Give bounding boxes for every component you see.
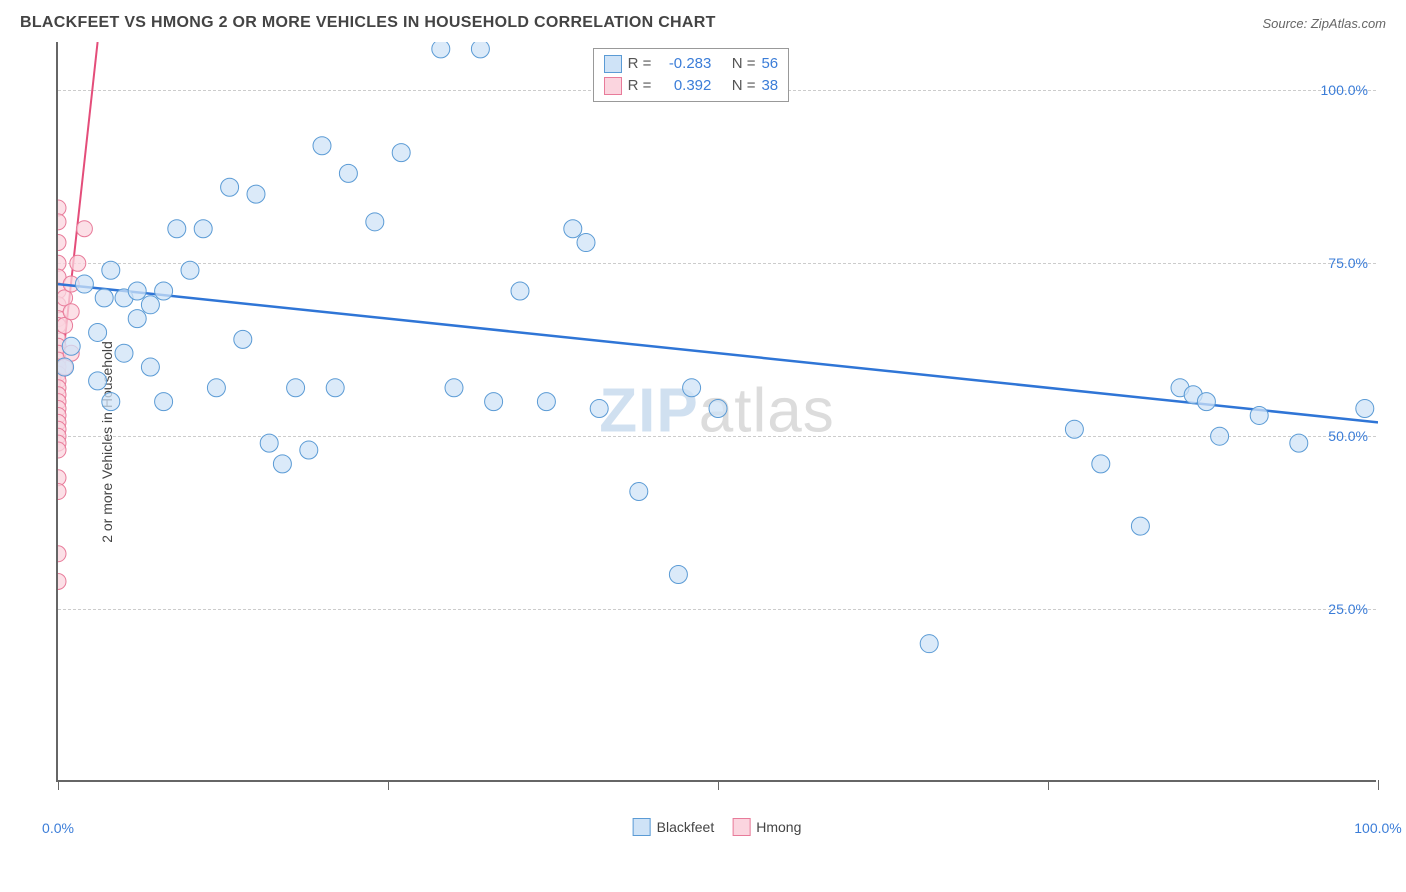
data-point bbox=[630, 483, 648, 501]
data-point bbox=[471, 42, 489, 58]
data-point bbox=[58, 235, 66, 251]
data-point bbox=[326, 379, 344, 397]
data-point bbox=[339, 164, 357, 182]
legend-item: Hmong bbox=[732, 818, 801, 836]
data-point bbox=[168, 220, 186, 238]
r-label: R = bbox=[628, 75, 652, 97]
legend-swatch bbox=[604, 77, 622, 95]
n-value: 38 bbox=[761, 75, 778, 97]
r-label: R = bbox=[628, 53, 652, 75]
data-point bbox=[128, 282, 146, 300]
data-point bbox=[155, 393, 173, 411]
legend-swatch bbox=[604, 55, 622, 73]
chart-title: BLACKFEET VS HMONG 2 OR MORE VEHICLES IN… bbox=[20, 14, 716, 32]
data-point bbox=[392, 144, 410, 162]
data-point bbox=[95, 289, 113, 307]
data-point bbox=[58, 214, 66, 230]
data-point bbox=[194, 220, 212, 238]
data-point bbox=[128, 310, 146, 328]
data-point bbox=[1197, 393, 1215, 411]
svg-layer bbox=[58, 42, 1378, 782]
n-label: N = bbox=[732, 75, 756, 97]
data-point bbox=[511, 282, 529, 300]
data-point bbox=[207, 379, 225, 397]
legend-item: Blackfeet bbox=[633, 818, 715, 836]
data-point bbox=[709, 400, 727, 418]
data-point bbox=[485, 393, 503, 411]
data-point bbox=[1131, 517, 1149, 535]
data-point bbox=[590, 400, 608, 418]
source-label: Source: ZipAtlas.com bbox=[1262, 16, 1386, 31]
data-point bbox=[58, 573, 66, 589]
correlation-legend: R =-0.283 N =56R =0.392 N =38 bbox=[593, 48, 790, 102]
data-point bbox=[63, 304, 79, 320]
data-point bbox=[300, 441, 318, 459]
n-value: 56 bbox=[761, 53, 778, 75]
data-point bbox=[62, 337, 80, 355]
data-point bbox=[1250, 406, 1268, 424]
data-point bbox=[537, 393, 555, 411]
data-point bbox=[313, 137, 331, 155]
data-point bbox=[1290, 434, 1308, 452]
n-label: N = bbox=[732, 53, 756, 75]
data-point bbox=[564, 220, 582, 238]
data-point bbox=[1356, 400, 1374, 418]
data-point bbox=[273, 455, 291, 473]
x-tick bbox=[1378, 780, 1379, 790]
chart-container: 2 or more Vehicles in Household ZIPatlas… bbox=[10, 42, 1390, 842]
data-point bbox=[432, 42, 450, 58]
data-point bbox=[76, 221, 92, 237]
data-point bbox=[58, 358, 74, 376]
data-point bbox=[58, 484, 66, 500]
data-point bbox=[669, 566, 687, 584]
plot-area: ZIPatlas 25.0%50.0%75.0%100.0%0.0%100.0%… bbox=[56, 42, 1376, 782]
data-point bbox=[1065, 420, 1083, 438]
correlation-row: R =0.392 N =38 bbox=[604, 75, 779, 97]
data-point bbox=[221, 178, 239, 196]
data-point bbox=[1211, 427, 1229, 445]
data-point bbox=[155, 282, 173, 300]
data-point bbox=[75, 275, 93, 293]
data-point bbox=[577, 234, 595, 252]
correlation-row: R =-0.283 N =56 bbox=[604, 53, 779, 75]
legend-swatch bbox=[633, 818, 651, 836]
data-point bbox=[102, 393, 120, 411]
data-point bbox=[89, 372, 107, 390]
data-point bbox=[260, 434, 278, 452]
data-point bbox=[115, 344, 133, 362]
x-tick-label: 0.0% bbox=[42, 820, 74, 836]
data-point bbox=[141, 296, 159, 314]
data-point bbox=[58, 546, 66, 562]
legend-label: Hmong bbox=[756, 819, 801, 835]
data-point bbox=[287, 379, 305, 397]
data-point bbox=[366, 213, 384, 231]
legend-swatch bbox=[732, 818, 750, 836]
data-point bbox=[683, 379, 701, 397]
data-point bbox=[445, 379, 463, 397]
data-point bbox=[181, 261, 199, 279]
data-point bbox=[141, 358, 159, 376]
r-value: -0.283 bbox=[657, 53, 711, 75]
data-point bbox=[102, 261, 120, 279]
data-point bbox=[920, 635, 938, 653]
series-legend: Blackfeet Hmong bbox=[633, 818, 802, 836]
data-point bbox=[1092, 455, 1110, 473]
r-value: 0.392 bbox=[657, 75, 711, 97]
legend-label: Blackfeet bbox=[657, 819, 715, 835]
x-tick-label: 100.0% bbox=[1354, 820, 1401, 836]
data-point bbox=[70, 255, 86, 271]
data-point bbox=[247, 185, 265, 203]
data-point bbox=[89, 323, 107, 341]
data-point bbox=[234, 330, 252, 348]
